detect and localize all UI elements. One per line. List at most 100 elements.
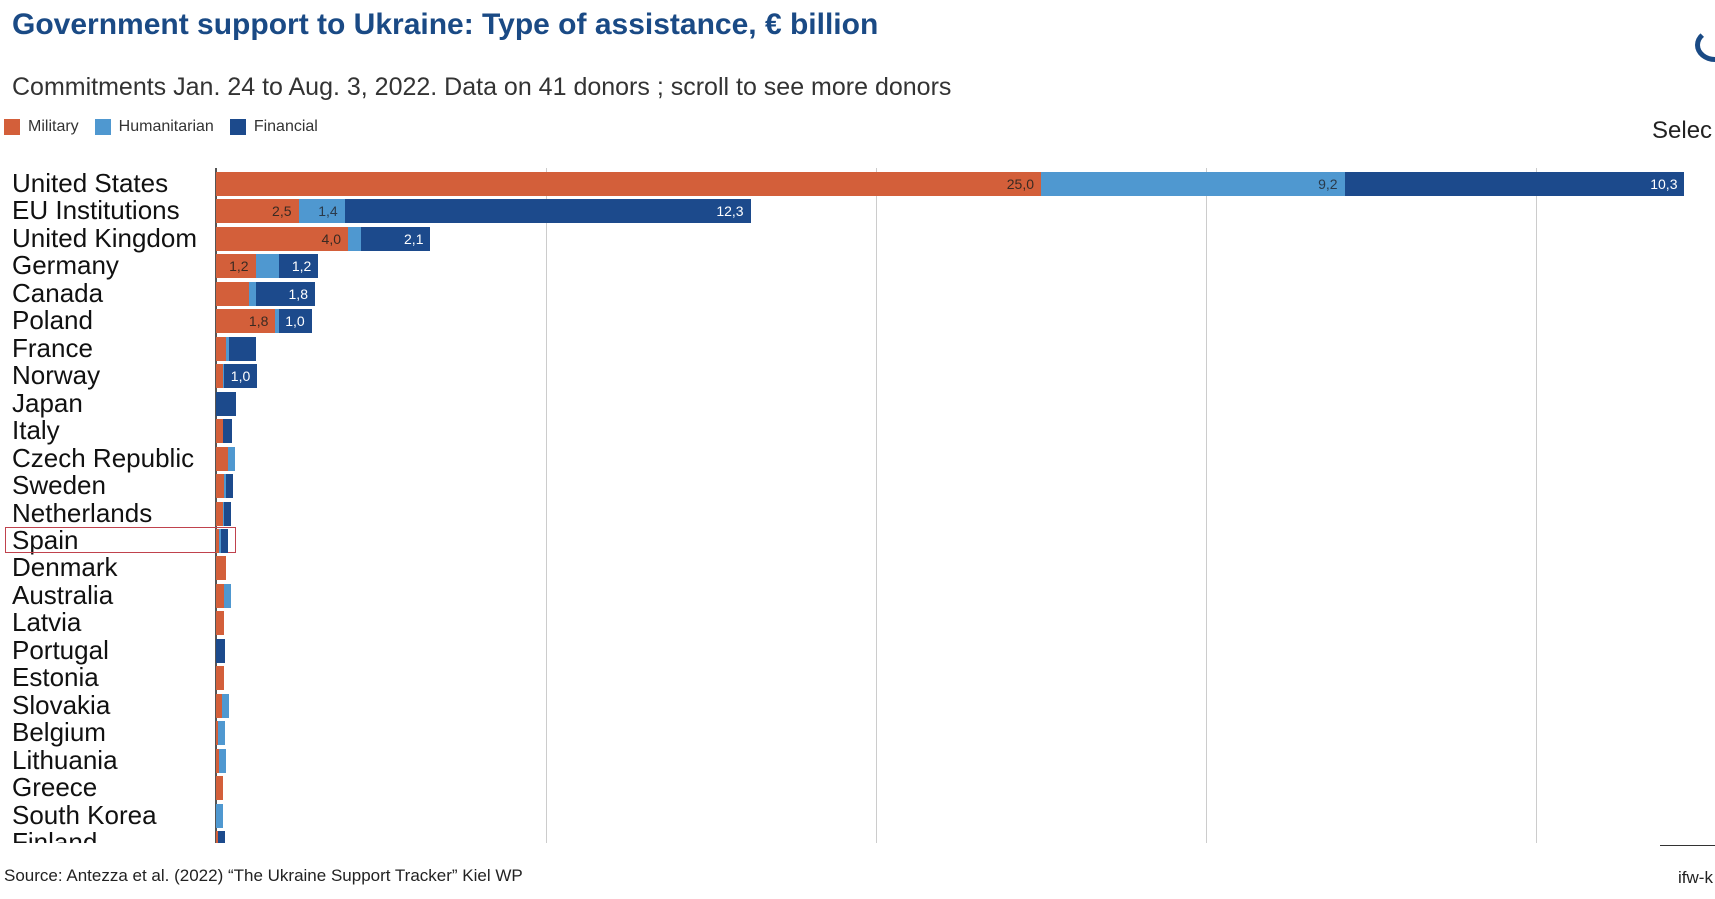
bar-military[interactable]: [216, 501, 223, 526]
bar-military[interactable]: [216, 336, 226, 361]
bar-military[interactable]: [216, 364, 223, 389]
bar-military[interactable]: 2,5: [216, 199, 299, 224]
bar-humanitarian[interactable]: [219, 748, 227, 773]
bar-military[interactable]: 1,2: [216, 254, 256, 279]
bar-row[interactable]: Netherlands: [0, 498, 1715, 528]
gridline-30: [1206, 168, 1207, 843]
bar-row[interactable]: Lithuania: [0, 745, 1715, 775]
category-label: Greece: [12, 772, 98, 803]
category-label: United Kingdom: [12, 222, 197, 253]
bar-row[interactable]: Czech Republic: [0, 443, 1715, 473]
bar-row[interactable]: Greece: [0, 772, 1715, 803]
footer-link[interactable]: ifw-k: [1678, 868, 1713, 887]
bar-military[interactable]: [216, 776, 223, 801]
bar-row[interactable]: France: [0, 333, 1715, 363]
bar-humanitarian[interactable]: [218, 721, 226, 746]
category-label: Belgium: [12, 717, 106, 748]
bar-row[interactable]: Spain: [0, 525, 1715, 555]
bar-humanitarian[interactable]: [227, 446, 235, 471]
bar-financial[interactable]: 1,0: [224, 364, 258, 389]
category-label: Finland: [12, 827, 98, 843]
bar-row[interactable]: Poland 1,8 1,0: [0, 305, 1715, 336]
bar-row[interactable]: United States 25,0 9,2 10,3: [0, 168, 1715, 198]
category-label: EU Institutions: [12, 195, 180, 226]
bar-chart[interactable]: United States 25,0 9,2 10,3 EU Institutions 2…: [0, 168, 1715, 843]
bar-financial[interactable]: [229, 336, 256, 361]
bar-financial[interactable]: 2,1: [361, 226, 431, 251]
bar-military[interactable]: 1,8: [216, 309, 276, 334]
bar-military[interactable]: [216, 281, 249, 306]
bar-financial[interactable]: [224, 501, 232, 526]
bar-humanitarian[interactable]: 9,2: [1041, 172, 1345, 196]
legend: Military Humanitarian Financial: [4, 118, 318, 136]
bar-military[interactable]: [216, 419, 223, 444]
bar-military[interactable]: [216, 446, 228, 471]
category-label: Portugal: [12, 634, 109, 665]
bar-financial[interactable]: 1,8: [255, 281, 315, 306]
category-label: Australia: [12, 579, 114, 610]
bar-row[interactable]: Estonia: [0, 662, 1715, 693]
bar-row[interactable]: Denmark: [0, 552, 1715, 583]
legend-swatch-military: [4, 119, 20, 135]
category-label: Poland: [12, 305, 93, 336]
bar-financial[interactable]: 1,0: [278, 309, 312, 334]
bar-financial[interactable]: [217, 831, 225, 843]
bar-humanitarian[interactable]: [224, 583, 232, 608]
category-label: Germany: [12, 250, 119, 281]
bar-military[interactable]: [216, 666, 224, 691]
bar-row[interactable]: United Kingdom 4,0 2,1: [0, 222, 1715, 253]
bar-row[interactable]: Latvia: [0, 607, 1715, 637]
bar-row[interactable]: Sweden: [0, 470, 1715, 500]
bar-humanitarian[interactable]: [249, 281, 256, 306]
bar-humanitarian[interactable]: 1,4: [298, 199, 345, 224]
bar-financial[interactable]: 12,3: [344, 199, 751, 224]
category-label: Estonia: [12, 662, 99, 693]
bar-row[interactable]: Canada 1,8: [0, 278, 1715, 308]
category-label: South Korea: [12, 799, 157, 830]
bar-military[interactable]: [216, 693, 223, 718]
bar-row[interactable]: Portugal: [0, 634, 1715, 665]
bar-humanitarian[interactable]: [255, 254, 279, 279]
legend-label: Military: [28, 118, 79, 135]
select-donor-dropdown[interactable]: Selec: [1652, 117, 1713, 144]
bar-row[interactable]: Japan: [0, 388, 1715, 418]
bar-row[interactable]: EU Institutions 2,5 1,4 12,3: [0, 195, 1715, 226]
bar-row[interactable]: South Korea: [0, 799, 1715, 830]
chart-subtitle: Commitments Jan. 24 to Aug. 3, 2022. Dat…: [12, 73, 952, 101]
bar-military[interactable]: 25,0: [216, 172, 1041, 196]
bar-financial[interactable]: [216, 638, 226, 663]
bar-row[interactable]: Slovakia: [0, 689, 1715, 720]
category-label: Denmark: [12, 552, 118, 583]
highlight-box: [5, 526, 236, 553]
bar-humanitarian[interactable]: [216, 803, 223, 828]
bar-financial[interactable]: 10,3: [1344, 172, 1685, 196]
bar-row[interactable]: Australia: [0, 579, 1715, 610]
legend-item-financial[interactable]: Financial: [229, 118, 318, 136]
bar-row[interactable]: Italy: [0, 415, 1715, 445]
bar-financial[interactable]: 1,2: [278, 254, 319, 279]
bar-military[interactable]: 4,0: [216, 226, 348, 251]
gridline-10: [546, 168, 547, 843]
legend-item-humanitarian[interactable]: Humanitarian: [94, 118, 214, 136]
gridline-20: [876, 168, 877, 843]
divider: [1660, 845, 1715, 846]
bar-humanitarian[interactable]: [221, 693, 229, 718]
bar-financial[interactable]: [225, 474, 233, 499]
gridline-40: [1536, 168, 1537, 843]
bar-row[interactable]: Norway 1,0: [0, 360, 1715, 390]
bar-row[interactable]: Belgium: [0, 717, 1715, 748]
bar-financial[interactable]: [222, 419, 233, 444]
bar-financial[interactable]: [220, 528, 228, 553]
bar-military[interactable]: [216, 611, 225, 636]
bar-humanitarian[interactable]: [348, 226, 362, 251]
bar-row[interactable]: Finland: [0, 827, 1715, 843]
bar-row[interactable]: Germany 1,2 1,2: [0, 250, 1715, 281]
bar-military[interactable]: [216, 583, 225, 608]
bar-military[interactable]: [216, 474, 225, 499]
legend-label: Humanitarian: [118, 118, 214, 135]
bar-military[interactable]: [216, 556, 226, 581]
category-label: Slovakia: [12, 689, 111, 720]
bar-financial[interactable]: [216, 391, 236, 416]
chart-title: Government support to Ukraine: Type of a…: [12, 8, 879, 41]
legend-item-military[interactable]: Military: [4, 118, 79, 136]
